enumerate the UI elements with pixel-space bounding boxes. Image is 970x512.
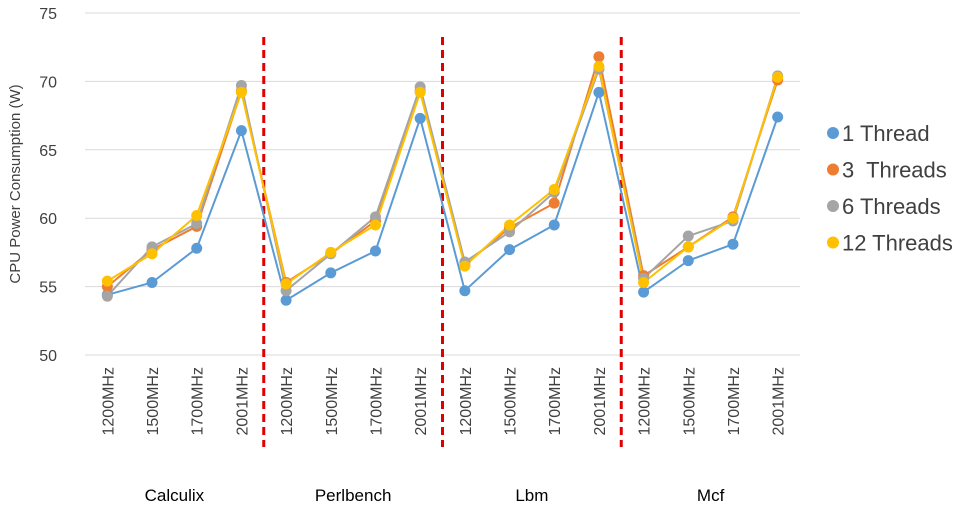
x-tick-label: 1500MHz	[681, 367, 698, 435]
y-tick-label: 60	[39, 211, 57, 228]
legend-label: 6 Threads	[842, 194, 941, 219]
legend: 1 Thread 3 Threads 6 Threads 12 Threads	[827, 121, 953, 256]
y-tick-label: 65	[39, 143, 57, 160]
group-label: Perlbench	[315, 486, 392, 505]
x-tick-label: 1200MHz	[279, 367, 296, 435]
legend-marker	[827, 200, 839, 212]
data-point	[548, 219, 560, 231]
data-point	[682, 255, 694, 267]
y-tick-label: 70	[39, 74, 57, 91]
data-point	[593, 60, 605, 72]
data-point	[280, 278, 292, 290]
legend-marker	[827, 236, 839, 249]
data-point	[325, 246, 337, 258]
y-tick-label: 75	[39, 6, 57, 23]
data-point	[459, 260, 471, 272]
data-point	[682, 230, 694, 242]
data-point	[638, 286, 650, 298]
data-point	[727, 212, 739, 224]
y-tick-label: 50	[39, 348, 57, 365]
x-tick-label: 1700MHz	[547, 367, 564, 435]
data-point	[727, 238, 739, 250]
x-tick-label: 1500MHz	[503, 367, 520, 435]
data-point	[146, 248, 158, 260]
x-axis-ticks: 1200MHz 1500MHz 1700MHz 2001MHz 1200MHz 1500M…	[100, 367, 787, 435]
series-line	[106, 62, 779, 286]
data-point	[191, 242, 203, 254]
data-point	[459, 285, 471, 297]
group-label: Mcf	[697, 486, 725, 505]
x-tick-label: 2001MHz	[771, 367, 788, 435]
x-tick-label: 1200MHz	[637, 367, 654, 435]
y-axis-ticks: 50 55 60 65 70 75	[39, 6, 57, 365]
data-point	[191, 209, 203, 221]
x-tick-label: 2001MHz	[592, 367, 609, 435]
series-lines	[106, 56, 779, 302]
data-point	[101, 275, 113, 287]
x-tick-label: 1200MHz	[100, 367, 117, 435]
series-line	[107, 88, 779, 302]
data-point	[235, 125, 247, 137]
x-tick-label: 2001MHz	[234, 367, 251, 435]
data-point	[369, 219, 381, 231]
data-point	[772, 71, 784, 83]
data-point	[369, 245, 381, 257]
legend-marker	[827, 163, 839, 176]
group-labels: Calculix Perlbench Lbm Mcf	[145, 486, 725, 505]
data-point	[325, 267, 337, 279]
y-tick-label: 55	[39, 280, 57, 297]
data-point	[101, 290, 113, 302]
data-point	[414, 112, 426, 124]
data-point	[280, 294, 292, 306]
data-point	[504, 244, 516, 256]
x-tick-label: 1500MHz	[324, 367, 341, 435]
data-point	[235, 86, 247, 98]
data-point	[191, 218, 203, 230]
legend-label: 3 Threads	[842, 158, 947, 183]
x-tick-label: 1700MHz	[190, 367, 207, 435]
data-point	[593, 51, 605, 63]
y-axis-title: CPU Power Consumption (W)	[7, 84, 24, 283]
series-points	[101, 51, 784, 306]
data-point	[414, 86, 426, 98]
legend-label: 12 Threads	[842, 231, 953, 256]
data-point	[369, 211, 381, 223]
group-label: Lbm	[515, 486, 548, 505]
x-tick-label: 1700MHz	[368, 367, 385, 435]
x-tick-label: 2001MHz	[413, 367, 430, 435]
x-tick-label: 1200MHz	[458, 367, 475, 435]
x-tick-label: 1500MHz	[145, 367, 162, 435]
data-point	[146, 276, 158, 288]
data-point	[593, 86, 605, 98]
group-separators	[262, 37, 623, 447]
data-point	[548, 183, 560, 195]
data-point	[638, 276, 650, 288]
group-label: Calculix	[145, 486, 205, 505]
x-tick-label: 1700MHz	[726, 367, 743, 435]
data-point	[772, 111, 784, 123]
legend-label: 1 Thread	[842, 121, 930, 146]
data-point	[548, 197, 560, 209]
legend-marker	[827, 127, 839, 139]
data-point	[682, 241, 694, 253]
data-point	[504, 219, 516, 231]
